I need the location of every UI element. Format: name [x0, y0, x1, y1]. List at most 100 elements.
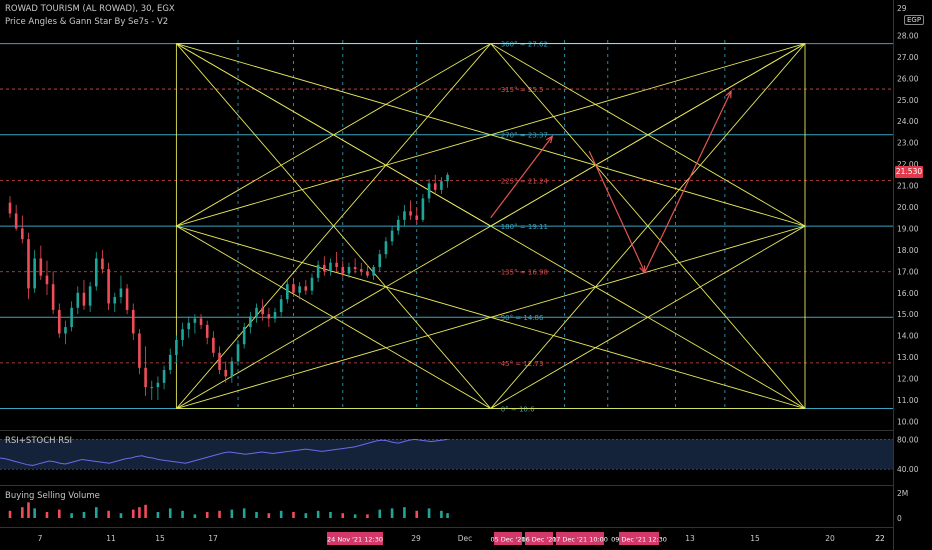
gann-level-label: 360° = 27.62: [501, 41, 548, 49]
symbol-legend[interactable]: ROWAD TOURISM (AL ROWAD), 30, EGX: [5, 4, 175, 14]
price-tick-label: 22.00: [897, 160, 919, 169]
volume-bar: [168, 508, 172, 518]
volume-bar: [316, 510, 320, 518]
gann-level-label: 135° = 16.98: [501, 269, 548, 277]
volume-bar: [267, 513, 271, 518]
time-highlight-tag: [327, 532, 383, 545]
gann-level-label: 270° = 23.37: [501, 132, 548, 140]
volume-bar: [21, 507, 24, 518]
indicator-legend[interactable]: Price Angles & Gann Star By Se7s - V2: [5, 17, 169, 27]
candle-body: [310, 277, 314, 291]
price-tick-label: 20.00: [897, 203, 919, 212]
volume-bar: [366, 514, 369, 518]
candle-body: [273, 312, 277, 319]
candle-body: [353, 267, 357, 270]
candle-body: [150, 387, 154, 389]
time-tick-label: 15: [750, 534, 760, 543]
candle-body: [101, 258, 104, 270]
candle-body: [403, 211, 406, 220]
volume-bar: [304, 513, 308, 518]
candle-body: [409, 211, 412, 216]
candle-body: [335, 262, 338, 268]
time-tick-label: 20: [825, 534, 835, 543]
candle-body: [366, 271, 369, 276]
candle-body: [384, 241, 388, 255]
volume-bar: [33, 508, 36, 518]
candle-body: [323, 264, 326, 272]
volume-bar: [353, 514, 357, 518]
candle-body: [14, 213, 18, 229]
gann-line: [176, 43, 491, 227]
candle-body: [27, 239, 30, 289]
volume-tick-label: 0: [897, 514, 902, 523]
gann-level-label: 225° = 21.24: [501, 177, 549, 185]
last-price-tag: 21.530: [895, 166, 923, 178]
volume-bar: [144, 504, 147, 518]
rsi-legend[interactable]: RSI+STOCH RSI: [5, 436, 73, 446]
candle-body: [230, 361, 234, 377]
candle-body: [415, 215, 419, 220]
price-tick-label: 18.00: [897, 246, 919, 255]
candle-body: [113, 297, 117, 304]
candle-body: [82, 292, 86, 306]
volume-bar: [181, 510, 184, 518]
price-tick-label: 17.00: [897, 267, 919, 276]
candle-body: [378, 254, 382, 268]
rsi-tick-label: 80.00: [897, 435, 919, 444]
volume-bar: [58, 509, 61, 518]
time-highlight-label: 06 Dec '21: [521, 536, 556, 544]
volume-bar: [205, 512, 209, 518]
candle-body: [255, 307, 258, 317]
projection-segment: [588, 150, 646, 273]
candle-body: [329, 262, 332, 272]
price-tick-label: 19.00: [897, 224, 919, 233]
volume-bar: [156, 512, 160, 518]
candle-body: [58, 309, 61, 334]
volume-bar: [119, 513, 123, 518]
price-tick-label: 11.00: [897, 396, 919, 405]
candle-body: [168, 354, 172, 370]
candle-body: [212, 337, 215, 353]
volume-bar: [242, 508, 246, 518]
candle-body: [236, 344, 240, 362]
volume-bar: [27, 502, 30, 518]
candle-body: [175, 339, 178, 355]
candle-body: [261, 307, 264, 315]
grid: [0, 0, 894, 550]
candle-body: [267, 314, 271, 319]
volume-bar: [403, 507, 406, 518]
candle-body: [279, 299, 283, 313]
candle-body: [156, 382, 160, 388]
time-highlight-tag: [525, 532, 553, 545]
time-highlight-tag: [494, 532, 522, 545]
price-tick-label: 27.00: [897, 53, 919, 62]
currency-badge[interactable]: EGP: [904, 15, 925, 25]
candle-body: [187, 322, 191, 330]
projection-segment: [490, 135, 553, 219]
time-highlight-label: 09 Dec '21 12:30: [611, 536, 667, 544]
volume-legend[interactable]: Buying Selling Volume: [5, 491, 100, 501]
volume-bar: [415, 510, 419, 518]
gann-level-label: 90° = 14.86: [501, 314, 544, 322]
candle-body: [242, 327, 246, 345]
candle-body: [390, 230, 394, 242]
candle-body: [421, 198, 425, 220]
time-tick-label: 7: [38, 534, 43, 543]
candle-body: [64, 327, 67, 334]
candle-body: [347, 267, 351, 274]
candle-body: [372, 267, 375, 276]
gann-level-label: 0° = 10.6: [501, 406, 535, 414]
price-tick-label: 29: [897, 4, 907, 13]
price-tick-label: 10.00: [897, 417, 919, 426]
candle-body: [51, 284, 55, 310]
price-tick-label: 24.00: [897, 117, 919, 126]
volume-bar: [255, 512, 258, 518]
volume-bar: [279, 510, 283, 518]
candle-body: [218, 352, 221, 370]
candle-body: [88, 286, 92, 306]
candle-body: [138, 333, 141, 368]
projection-arrows: [490, 89, 732, 274]
candle-body: [107, 269, 110, 304]
time-tick-label: 22: [875, 534, 885, 543]
